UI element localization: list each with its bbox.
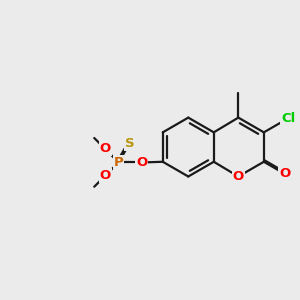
Text: O: O xyxy=(233,170,244,183)
Text: O: O xyxy=(100,169,111,182)
Text: P: P xyxy=(114,156,124,169)
Text: S: S xyxy=(125,137,134,150)
Text: O: O xyxy=(136,156,147,169)
Text: Cl: Cl xyxy=(281,112,295,125)
Text: O: O xyxy=(279,167,290,180)
Text: O: O xyxy=(100,142,111,155)
